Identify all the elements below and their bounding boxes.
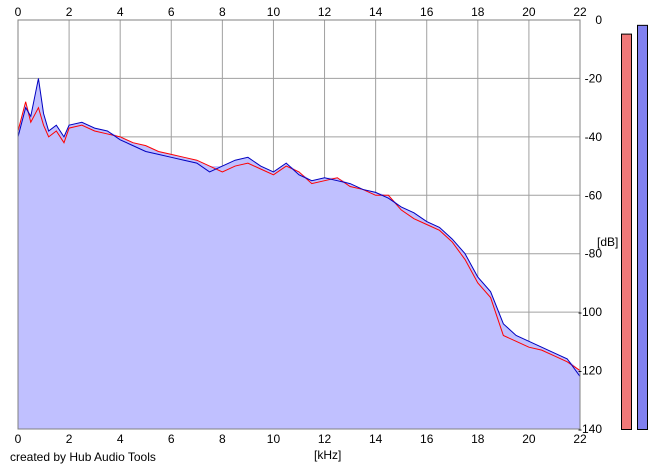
y-tick-label: -120 [578, 364, 602, 378]
x-tick-label-top: 18 [471, 5, 485, 19]
series-line-2 [17, 78, 581, 377]
y-tick-label: -140 [578, 422, 602, 436]
x-tick-label-bottom: 10 [267, 432, 281, 446]
x-tick-label-bottom: 2 [66, 432, 73, 446]
x-axis-label: [kHz] [314, 448, 341, 462]
x-tick-label-top: 2 [66, 5, 73, 19]
plot-border [17, 19, 581, 430]
x-tick-label-bottom: 18 [471, 432, 485, 446]
x-ticks-top: 0 2 4 6 8 10 12 14 16 18 20 22 [15, 5, 587, 19]
x-tick-label-top: 22 [573, 5, 587, 19]
y-tick-label: -80 [585, 247, 603, 261]
x-tick-label-bottom: 22 [573, 432, 587, 446]
x-tick-label-top: 20 [522, 5, 536, 19]
x-tick-label-top: 12 [318, 5, 332, 19]
x-tick-label-top: 14 [369, 5, 383, 19]
x-ticks-bottom: 0 2 4 6 8 10 12 14 16 18 20 22 [15, 432, 587, 446]
x-tick-label-top: 6 [168, 5, 175, 19]
meter-bar [638, 25, 647, 429]
x-tick-label-top: 8 [219, 5, 226, 19]
x-tick-label-bottom: 20 [522, 432, 536, 446]
x-tick-label-top: 4 [117, 5, 124, 19]
x-tick-label-top: 0 [15, 5, 22, 19]
x-tick-label-bottom: 0 [15, 432, 22, 446]
x-tick-label-bottom: 6 [168, 432, 175, 446]
y-tick-label: -60 [585, 188, 603, 202]
x-tick-label-bottom: 16 [420, 432, 434, 446]
x-tick-label-top: 16 [420, 5, 434, 19]
y-tick-label: -40 [585, 130, 603, 144]
y-axis-label: [dB] [597, 235, 618, 249]
x-tick-label-top: 10 [267, 5, 281, 19]
credit-text: created by Hub Audio Tools [10, 450, 156, 464]
x-tick-label-bottom: 4 [117, 432, 124, 446]
x-tick-label-bottom: 8 [219, 432, 226, 446]
y-tick-label: 0 [595, 13, 602, 27]
y-tick-label: -100 [578, 305, 602, 319]
y-tick-label: -20 [585, 71, 603, 85]
level-meters [621, 24, 648, 430]
x-tick-label-bottom: 14 [369, 432, 383, 446]
spectrum-area [18, 78, 580, 429]
series-line-1 [17, 101, 581, 371]
meter-bar [622, 34, 631, 429]
series-lines [17, 78, 581, 377]
x-tick-label-bottom: 12 [318, 432, 332, 446]
y-ticks: 0 -20 -40 -60 -80 -100 -120 -140 [578, 13, 602, 436]
